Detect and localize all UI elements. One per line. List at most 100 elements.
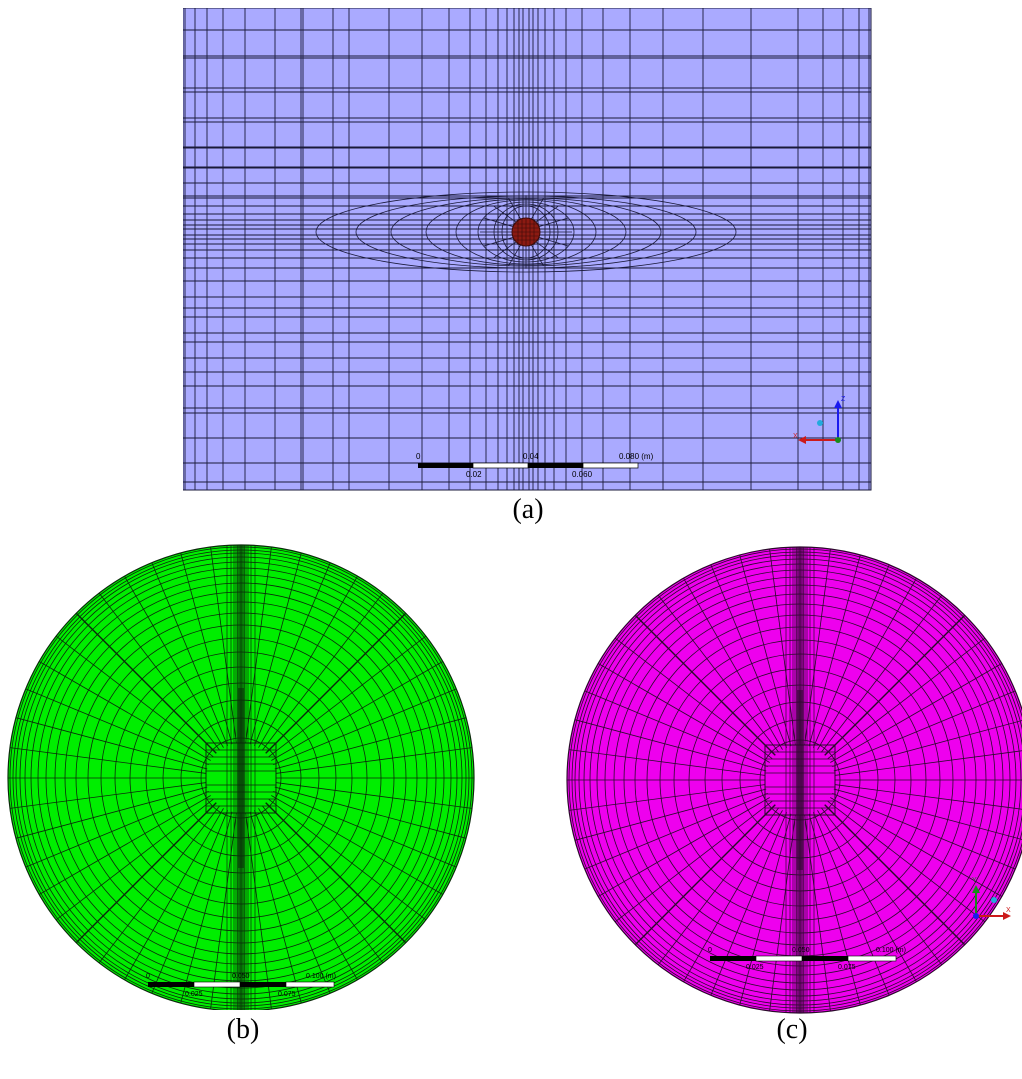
mesh-radial	[535, 241, 559, 259]
mesh-spoke	[574, 719, 767, 772]
mesh-panel-c: 0 0.050 0.100 (m) 0.025 0.075 Y X	[566, 546, 1022, 1014]
scale-a-label-0: 0	[416, 452, 421, 461]
mesh-spoke	[808, 813, 861, 1006]
mesh-spoke	[827, 800, 986, 923]
mesh-spoke	[832, 793, 1016, 870]
mesh-spoke	[568, 749, 766, 776]
mesh-c-grid	[567, 547, 1022, 1013]
scale-c-label-1: 0.050	[792, 947, 810, 954]
mesh-radial	[538, 217, 569, 228]
mesh-spoke	[258, 576, 358, 748]
mesh-block-edge	[265, 612, 407, 754]
mesh-radial	[493, 205, 517, 223]
scale-a-label-1: 0.04	[523, 452, 539, 461]
mesh-block-edge	[634, 804, 776, 946]
mesh-panel-a: 0 0.04 0.080 (m) 0.02 0.060 Z X	[183, 8, 872, 491]
scale-b-label-4: 0.075	[278, 991, 296, 998]
mesh-spoke	[834, 749, 1022, 776]
caption-b: (b)	[226, 1014, 260, 1045]
mesh-spoke	[710, 812, 787, 996]
mesh-spoke	[39, 795, 211, 895]
mesh-spoke	[568, 784, 766, 811]
scale-b-label-1: 0.050	[232, 973, 250, 980]
mesh-spoke	[124, 576, 224, 748]
mesh-a-background	[183, 8, 872, 491]
mesh-spoke	[274, 786, 467, 839]
mesh-spoke	[833, 788, 1022, 841]
caption-a: (a)	[512, 494, 544, 525]
axis-triad-a: Z X	[793, 396, 846, 444]
mesh-spoke	[683, 810, 783, 982]
mesh-radial	[531, 244, 544, 267]
mesh-spoke	[254, 562, 331, 746]
mesh-spoke	[832, 690, 1016, 767]
mesh-spoke	[274, 717, 467, 770]
mesh-spoke	[769, 814, 796, 1012]
scale-c-label-3: 0.025	[746, 964, 764, 971]
mesh-spoke	[98, 592, 221, 751]
mesh-spoke	[683, 578, 783, 750]
mesh-spoke	[15, 786, 208, 839]
mesh-spoke	[804, 814, 831, 1012]
mesh-spoke	[254, 810, 331, 994]
scale-bar-b: 0 0.050 0.100 (m) 0.025 0.075	[146, 973, 336, 998]
mesh-block-edge	[265, 802, 407, 944]
sphere-mesh	[513, 219, 539, 245]
mesh-spoke	[817, 810, 917, 982]
mesh-spoke	[273, 791, 457, 868]
mesh-spoke	[249, 811, 302, 1004]
mesh-spoke	[151, 562, 228, 746]
mesh-block-edge	[75, 612, 217, 754]
axis-triad-c: Y X	[972, 877, 1011, 920]
mesh-b-grid	[8, 545, 474, 1010]
mesh-spoke	[739, 554, 792, 747]
scale-a-label-4: 0.060	[572, 470, 593, 479]
mesh-spoke	[598, 797, 770, 897]
mesh-spoke	[271, 795, 443, 895]
scale-c-label-4: 0.075	[838, 964, 856, 971]
scale-b-label-2: 0.100 (m)	[306, 973, 336, 980]
mesh-spoke	[817, 578, 917, 750]
axis-z-label: Z	[841, 396, 846, 403]
mesh-spoke	[9, 782, 207, 809]
mesh-spoke	[258, 808, 358, 980]
mesh-spoke	[151, 810, 228, 994]
mesh-spoke	[834, 784, 1022, 811]
mesh-spoke	[268, 635, 427, 758]
mesh-radial	[483, 217, 514, 228]
mesh-radial	[508, 197, 521, 220]
mesh-spoke	[830, 797, 1002, 897]
mesh-block-edge	[75, 802, 217, 944]
axis-x-label: X	[793, 433, 798, 440]
mesh-spoke	[574, 788, 767, 841]
mesh-spoke	[598, 663, 770, 763]
mesh-lens	[315, 191, 737, 273]
mesh-radial	[483, 236, 514, 247]
mesh-spoke	[9, 747, 207, 774]
mesh-spoke	[55, 635, 214, 758]
scale-a-label-3: 0.02	[466, 470, 482, 479]
mesh-spoke	[820, 807, 943, 966]
mesh-spoke	[55, 798, 214, 921]
mesh-spoke	[271, 661, 443, 761]
mesh-spoke	[614, 637, 773, 760]
scale-bar-c: 0 0.050 0.100 (m) 0.025 0.075	[708, 947, 906, 971]
mesh-block-edge	[824, 614, 966, 756]
mesh-spoke	[584, 690, 768, 767]
mesh-spoke	[833, 719, 1022, 772]
mesh-spoke	[804, 548, 831, 746]
scale-b-label-3: 0.025	[185, 991, 203, 998]
mesh-spoke	[249, 552, 302, 745]
mesh-spoke	[614, 800, 773, 923]
scale-bar-a: 0 0.04 0.080 (m) 0.02 0.060	[416, 452, 654, 479]
mesh-spoke	[808, 554, 861, 747]
mesh-spoke	[25, 791, 209, 868]
mesh-spoke	[15, 717, 208, 770]
mesh-block-edge	[634, 614, 776, 756]
mesh-spoke	[813, 812, 890, 996]
mesh-spoke	[210, 546, 237, 744]
mesh-spoke	[180, 552, 233, 745]
mesh-spoke	[25, 688, 209, 765]
mesh-radial	[531, 197, 544, 220]
mesh-c-disk	[567, 547, 1022, 1013]
